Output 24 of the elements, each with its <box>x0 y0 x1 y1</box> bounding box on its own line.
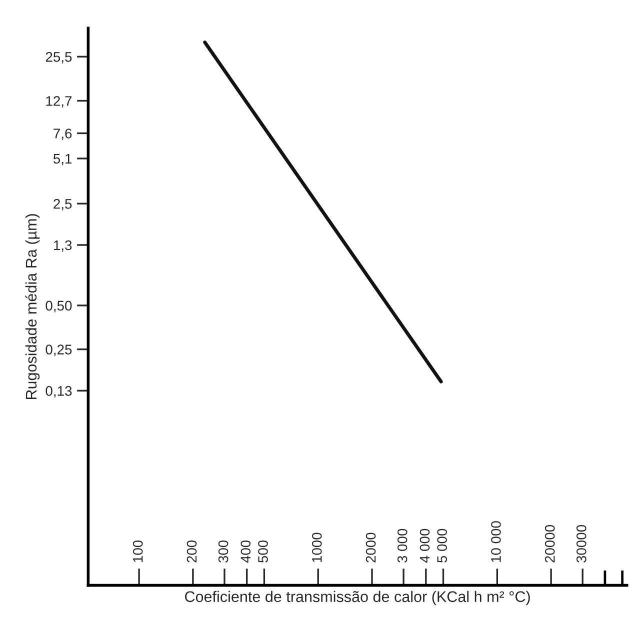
x-tick-label: 300 <box>218 540 228 563</box>
y-tick-label: 25,5 <box>46 52 72 64</box>
x-tick-label: 1000 <box>312 532 322 562</box>
x-tick-label: 4 000 <box>420 528 430 563</box>
y-tick-label: 12,7 <box>46 96 72 108</box>
y-tick-label: 0,25 <box>46 344 72 356</box>
y-tick-label: 7,6 <box>54 128 72 140</box>
y-tick-label: 1,3 <box>54 240 72 252</box>
x-tick-label: 500 <box>258 540 268 563</box>
x-tick-label: 200 <box>186 540 197 562</box>
x-tick-label: 5 000 <box>437 528 447 563</box>
y-tick-label: 2,5 <box>54 198 72 210</box>
x-tick-label: 10 000 <box>491 521 501 562</box>
x-tick-label: 30000 <box>576 525 586 563</box>
y-tick-label: 0,13 <box>46 386 72 398</box>
x-tick-label: 100 <box>132 540 143 562</box>
x-axis-title: Coeficiente de transmissão de calor (KCal h m² °C) <box>185 590 530 606</box>
x-tick-label: 20000 <box>544 525 555 562</box>
x-tick-label: 3 000 <box>397 528 408 563</box>
y-axis-title: Rugosidade média Ra (µm) <box>25 214 40 400</box>
x-tick-label: 400 <box>240 540 251 563</box>
x-tick-label: 2000 <box>366 532 376 562</box>
y-tick-label: 0,50 <box>46 300 72 312</box>
y-tick-label: 5,1 <box>53 154 72 166</box>
